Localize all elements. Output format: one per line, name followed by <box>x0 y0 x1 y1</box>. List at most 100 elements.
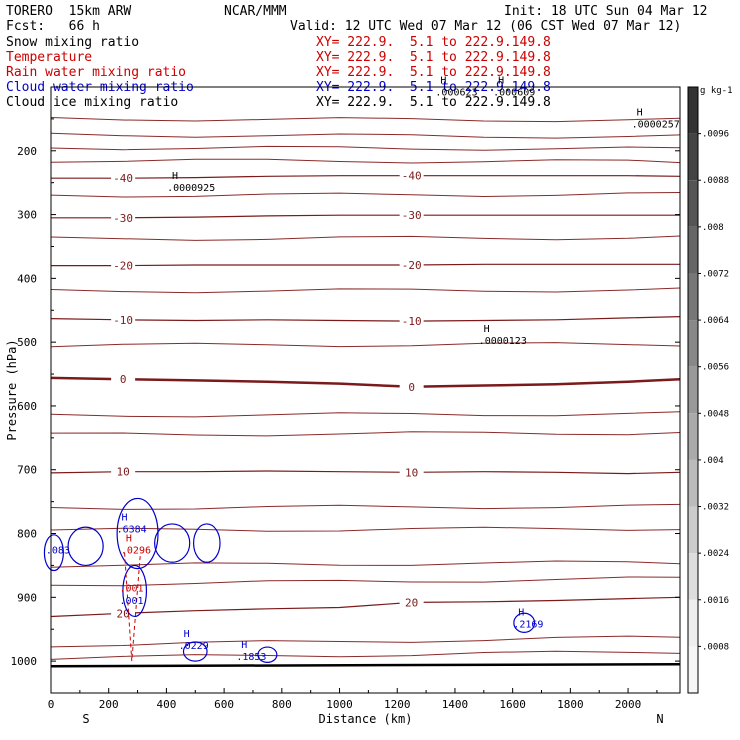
cloud-contour <box>43 534 64 572</box>
y-tick-label: 700 <box>17 464 37 477</box>
colorbar-swatch <box>688 133 698 181</box>
contour-label-bg <box>399 209 424 222</box>
colorbar-label: .0088 <box>702 176 729 186</box>
contour-line <box>50 411 681 418</box>
y-tick-label: 600 <box>17 400 37 413</box>
x-end-label-right: N <box>656 712 663 726</box>
x-tick-label: 400 <box>156 698 176 711</box>
contour-label: -10 <box>113 314 133 327</box>
colorbar-label: .008 <box>702 223 724 233</box>
cloud-contour <box>192 523 221 563</box>
extremum-value: .001 <box>119 596 143 607</box>
colorbar-label: .0048 <box>702 409 729 419</box>
rain-contour <box>124 552 141 662</box>
colorbar: .0096 .0088 .008 .0072 .0064 .0056 .0048 .004 .0… <box>687 86 733 694</box>
forecast-hour: Fcst: 66 h <box>6 19 100 34</box>
contour-label-bg <box>111 211 136 224</box>
cloud-contour <box>116 497 159 570</box>
contour-line <box>50 342 681 348</box>
contour-label: -40 <box>402 170 422 183</box>
x-tick-label: 1200 <box>384 698 411 711</box>
contour-label: 20 <box>117 607 130 620</box>
field-xy-temperature: XY= 222.9. 5.1 to 222.9.149.8 <box>316 50 551 65</box>
contour-label: -20 <box>113 260 133 273</box>
contour-line <box>50 132 681 139</box>
contour-line <box>51 263 680 267</box>
x-axis-label: Distance (km) <box>319 712 413 726</box>
colorbar-swatch <box>688 226 698 274</box>
field-name-cloud-ice: Cloud ice mixing ratio <box>6 95 179 110</box>
extremum-marker: H <box>184 629 190 640</box>
contour-label-bg <box>399 315 424 328</box>
colorbar-swatch <box>688 273 698 321</box>
field-xy-snow: XY= 222.9. 5.1 to 222.9.149.8 <box>316 35 551 50</box>
x-tick-label: 600 <box>214 698 234 711</box>
contour-line <box>50 145 681 151</box>
extremum-value: .0229 <box>179 641 209 652</box>
colorbar-swatch <box>688 459 698 507</box>
extremum-marker: H <box>172 171 178 182</box>
colorbar-swatch <box>688 87 698 134</box>
x-tick-label: 800 <box>272 698 292 711</box>
x-tick-label: 2000 <box>615 698 642 711</box>
x-tick-label: 0 <box>48 698 55 711</box>
contour-label-bg <box>111 259 136 272</box>
extremum-marker: H <box>241 640 247 651</box>
colorbar-label: .0008 <box>702 642 729 652</box>
y-tick-label: 200 <box>17 145 37 158</box>
contour-line <box>50 431 681 437</box>
y-axis-label: Pressure (hPa) <box>5 339 19 440</box>
extremum-value: .6384 <box>117 524 147 535</box>
extremum-value: .0000257 <box>632 119 680 130</box>
contour-line <box>50 503 681 510</box>
init-time: Init: 18 UTC Sun 04 Mar 12 <box>504 4 708 19</box>
contour-line <box>50 316 681 322</box>
field-name-rain: Rain water mixing ratio <box>6 65 187 80</box>
contour-label: -10 <box>402 315 422 328</box>
extremum-marker: H <box>518 607 524 618</box>
y-tick-label: 400 <box>17 272 37 285</box>
extremum-marker: H <box>484 324 490 335</box>
colorbar-label: .0032 <box>702 503 729 513</box>
field-xy-rain: XY= 222.9. 5.1 to 222.9.149.8 <box>316 65 551 80</box>
colorbar-swatch <box>688 413 698 460</box>
extremum-value: .0000123 <box>479 336 527 347</box>
contour-label-bg <box>399 596 424 609</box>
contour-label-bg <box>399 258 424 271</box>
contour-label: 10 <box>117 466 130 479</box>
contour-label-bg <box>111 172 136 185</box>
colorbar-swatch <box>688 180 698 227</box>
contour-line <box>50 526 681 532</box>
x-tick-label: 1800 <box>557 698 584 711</box>
cloud-contour <box>257 646 278 663</box>
y-tick-label: 900 <box>17 591 37 604</box>
extremum-marker: H <box>498 75 504 86</box>
contour-label: 20 <box>405 596 418 609</box>
colorbar-swatch <box>688 646 698 693</box>
colorbar-label: .0056 <box>702 363 729 373</box>
extremum-value: .001 <box>119 584 143 595</box>
cloud-contour <box>67 526 104 567</box>
contour-label-bg <box>111 313 136 326</box>
contour-label: -20 <box>402 259 422 272</box>
extremum-value: .000623 <box>435 87 477 98</box>
contour-line <box>51 214 680 219</box>
colorbar-label: .004 <box>702 456 724 466</box>
contour-label: 0 <box>120 373 127 386</box>
contour-label: 10 <box>405 466 418 479</box>
x-tick-label: 1400 <box>442 698 469 711</box>
cloud-contour <box>154 523 191 563</box>
center-label: NCAR/MMM <box>224 4 287 19</box>
contour-label-bg <box>399 380 424 393</box>
colorbar-swatch <box>688 553 698 600</box>
contour-line <box>50 635 681 648</box>
contour-line <box>50 287 681 294</box>
field-name-temperature: Temperature <box>6 50 93 65</box>
contour-line <box>50 158 681 164</box>
surface-line <box>50 662 681 668</box>
contour-label: -40 <box>113 172 133 185</box>
contour-line <box>50 470 681 475</box>
contour-label-bg <box>111 465 136 478</box>
